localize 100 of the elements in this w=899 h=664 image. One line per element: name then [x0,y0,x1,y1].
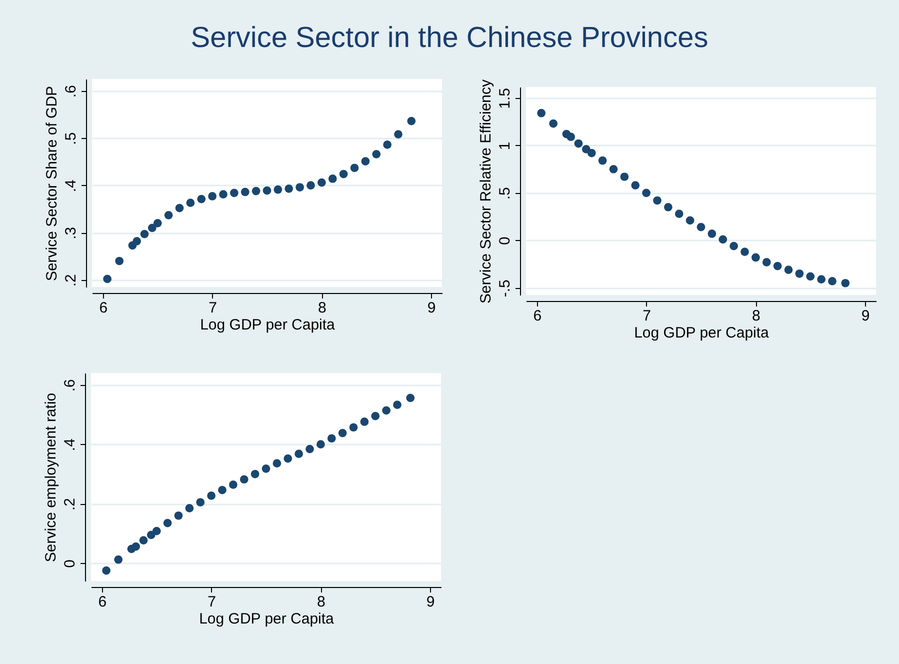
point [393,400,402,409]
x-axis-title: Log GDP per Capita [634,324,770,342]
point [316,440,325,448]
point [371,412,380,420]
x-tick-label: 6 [533,308,542,324]
y-tick-label: .2 [62,274,80,287]
point [784,266,793,274]
point [686,216,694,225]
point [218,486,226,494]
point [653,196,662,205]
point [306,181,315,190]
y-tick-label: .6 [62,379,78,392]
y-axis-title: Service employment ratio [42,392,60,562]
point [132,542,140,551]
point [185,504,194,512]
point [762,258,771,266]
x-axis-title: Log GDP per Capita [199,610,335,628]
point [841,278,850,288]
point [284,184,294,193]
point [230,188,238,198]
point [262,186,272,195]
x-tick-label: 7 [642,308,651,324]
point [197,194,206,204]
point [114,555,123,564]
point [262,464,270,473]
x-tick-label: 9 [861,308,870,324]
point [360,418,369,426]
y-tick-label: -.5 [496,280,514,298]
y-tick-label: .3 [62,226,80,240]
point [274,185,282,194]
point [752,253,760,262]
point [339,170,348,178]
point [566,132,576,142]
y-tick-label: .4 [62,180,80,192]
x-tick-label: 7 [208,300,217,316]
point [773,262,782,270]
point [284,454,292,463]
y-tick-label: .4 [62,438,78,452]
point [139,536,148,544]
y-axis-title: Service Sector Share of GDP [44,86,60,282]
point [174,511,183,520]
point [664,202,672,212]
point [338,428,347,438]
point [240,475,248,484]
point [361,157,370,166]
point [153,219,162,228]
point [306,444,314,454]
point [817,275,826,284]
point [148,224,156,232]
point [229,480,238,489]
point [102,566,110,575]
point [407,116,416,126]
point [240,188,250,196]
point [394,130,402,138]
point [382,406,390,415]
point [318,178,326,187]
y-tick-label: .5 [62,132,80,145]
point [175,204,184,212]
point [620,172,629,181]
x-tick-label: 8 [752,308,760,324]
y-tick-label: 0 [62,560,78,568]
point [708,230,716,238]
point [252,186,260,196]
x-tick-label: 8 [317,594,326,610]
point [598,156,607,165]
point [186,198,195,208]
y-tick-label: .2 [62,498,78,510]
point [718,235,728,244]
point [674,210,684,218]
point [696,222,706,232]
point [294,450,303,458]
point [328,174,337,183]
point [537,108,546,118]
y-tick-label: 1 [496,142,514,150]
point [730,242,738,250]
point [327,434,336,443]
point [795,269,804,278]
point [740,248,749,256]
point [152,526,161,536]
point [609,164,618,174]
point [115,256,124,266]
point [828,277,836,286]
point [631,181,640,190]
x-tick-label: 9 [426,594,435,610]
point [164,210,173,220]
point [272,459,282,468]
y-tick-label: .5 [496,187,514,200]
point [806,272,815,281]
y-tick-label: .6 [62,85,80,98]
point [549,119,558,128]
point [406,394,415,402]
x-tick-label: 7 [208,594,216,610]
x-tick-label: 8 [318,300,326,316]
point [349,423,358,432]
x-axis-title: Log GDP per Capita [200,316,336,334]
y-axis-title: Service Sector Relative Efficiency [478,79,494,304]
point [140,230,149,238]
point [296,183,304,192]
point [383,140,392,149]
point [196,498,205,506]
